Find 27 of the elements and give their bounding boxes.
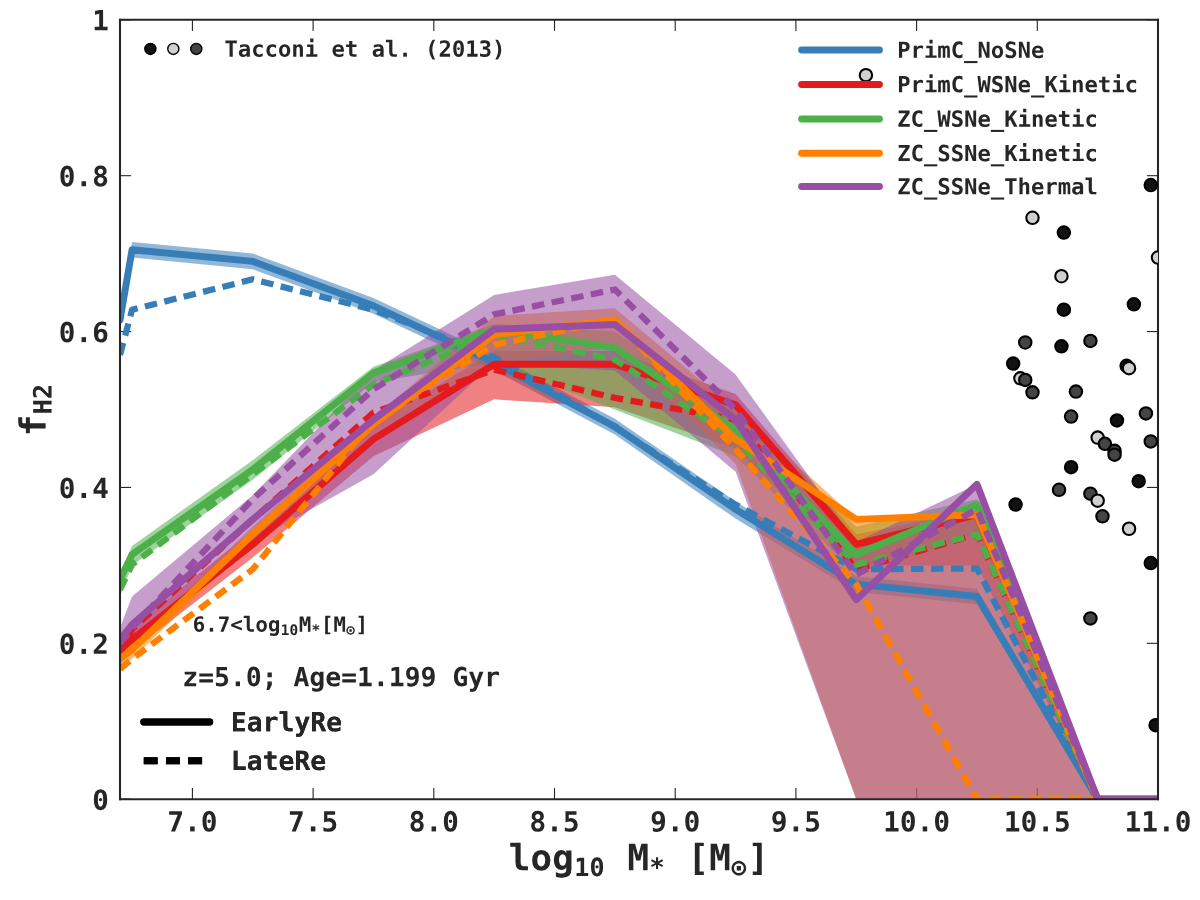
text: log$_{10}$ M$_{*}$ [M$_{⊙}$] — [510, 842, 762, 878]
x-tick-label: 9.0 — [651, 810, 699, 832]
x-tick-label: 8.0 — [410, 810, 458, 832]
legend-label: PrimC_NoSNe — [898, 39, 1044, 64]
y-tick-label: 0.4 — [60, 477, 108, 499]
y-tick-label: 0 — [93, 789, 108, 811]
annotation: EarlyRe — [233, 711, 341, 737]
y-tick-label: 1 — [94, 10, 108, 31]
x-tick-label: 7.5 — [289, 811, 337, 832]
x-tick-label: 9.5 — [772, 810, 820, 832]
x-tick-label: 8.5 — [531, 810, 578, 832]
annotation: z=5.0; Age=1.199 Gyr — [184, 666, 499, 692]
y-tick-label: 0.6 — [60, 321, 108, 343]
y-tick-label: 0.2 — [60, 633, 107, 655]
x-tick-label: 7.0 — [169, 810, 216, 832]
legend-label: ZC_SSNe_Thermal — [898, 177, 1097, 200]
legend-label: Tacconi et al. (2013) — [225, 38, 502, 60]
legend-label: PrimC_WSNe_Kinetic — [898, 74, 1137, 98]
x-tick-label: 10.5 — [1006, 810, 1069, 832]
y-tick-label: 0.8 — [60, 165, 108, 187]
legend-label: ZC_SSNe_Kinetic — [898, 143, 1097, 167]
annotation: LateRe — [233, 750, 326, 771]
y-axis-title: f$_{H2}$ — [18, 385, 52, 434]
x-tick-label: 10.0 — [885, 810, 949, 832]
annotation: 6.7<log$_{10}$M$_{*}$[M$_{⊙}$] — [193, 615, 364, 636]
legend-label: ZC_WSNe_Kinetic — [898, 108, 1097, 132]
x-tick-label: 11.0 — [1127, 810, 1190, 832]
